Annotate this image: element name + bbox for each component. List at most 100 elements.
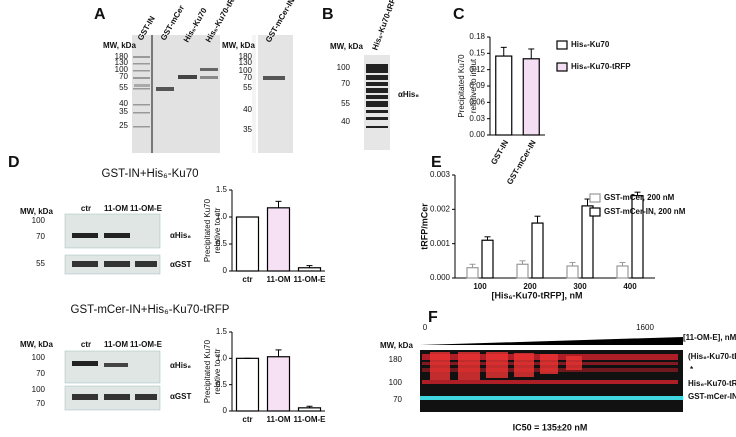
marker-label: 40	[243, 105, 252, 114]
x-tick-label: GST-mCer-IN	[505, 138, 538, 186]
legend-swatch	[589, 207, 601, 217]
marker-label: 130	[239, 58, 253, 67]
bar	[616, 265, 629, 279]
lane-label: His₆-Ku70-tRFP	[370, 0, 399, 51]
mw-label: MW, kDa	[380, 341, 413, 350]
y-tick-label: 0.09	[469, 81, 485, 90]
error-bar	[519, 260, 526, 265]
y-tick-label: 1.0	[216, 212, 228, 221]
panel-label: D	[8, 154, 20, 171]
legend-label: His₆-Ku70-tRFP	[571, 62, 631, 71]
y-axis-label: relative to ctr	[213, 348, 222, 394]
bar	[297, 267, 322, 272]
y-tick-label: 0.000	[430, 273, 451, 282]
marker-label: 55	[119, 83, 128, 92]
lane-label: His₆-Ku70-tRFP	[204, 0, 242, 44]
bar	[297, 407, 322, 412]
bar	[581, 205, 594, 279]
error-bar	[528, 48, 535, 59]
y-tick-label: 1.5	[216, 185, 228, 194]
bar	[266, 207, 291, 272]
x-tick-label: GST-IN	[489, 138, 510, 166]
y-tick-label: 0.001	[430, 239, 451, 248]
y-tick-label: 0.15	[469, 48, 485, 57]
mw-label: MW, kDa	[20, 340, 53, 349]
y-axis-label: relative to input	[469, 58, 478, 113]
error-bar	[275, 200, 282, 208]
marker-label: 130	[115, 58, 129, 67]
antibody-label: αHis₆	[170, 361, 191, 370]
antibody-label: αGST	[170, 392, 191, 401]
chart-title: GST-IN+His₆-Ku70	[102, 168, 199, 180]
error-bar	[634, 191, 641, 196]
marker-label: 100	[32, 385, 46, 394]
bar	[516, 263, 529, 279]
y-tick-label: 0.06	[469, 97, 485, 106]
mw-label: MW, kDa	[103, 41, 136, 50]
gel-d1	[64, 213, 161, 275]
x-tick-label: 11-OM	[266, 275, 290, 284]
conc-label: 1600	[636, 323, 654, 332]
bar	[566, 265, 579, 279]
bar	[522, 58, 540, 136]
marker-label: 70	[341, 79, 350, 88]
bar	[266, 356, 291, 412]
error-bar	[569, 262, 576, 266]
marker-label: 70	[393, 395, 402, 404]
marker-label: 100	[239, 66, 253, 75]
y-tick-label: 0.18	[469, 32, 485, 41]
y-tick-label: 0.003	[430, 170, 451, 179]
y-tick-label: 1.5	[216, 327, 228, 336]
y-tick-label: 0.5	[216, 239, 228, 248]
marker-label: 55	[243, 83, 252, 92]
legend-swatch	[556, 62, 568, 72]
gel-a	[132, 35, 293, 153]
band-label: GST-mCer-IN	[688, 392, 736, 401]
error-bar	[275, 349, 282, 357]
x-tick-label: ctr	[242, 275, 252, 284]
marker-label: 70	[36, 399, 45, 408]
marker-label: 70	[36, 369, 45, 378]
gel-b	[364, 55, 390, 150]
x-tick-label: 11-OM	[266, 415, 290, 424]
legend-label: His₆-Ku70	[571, 40, 610, 49]
conc-label: [11-OM-E], nM	[683, 333, 736, 342]
legend-label: GST-mCer-IN, 200 nM	[604, 207, 686, 216]
legend-swatch	[556, 40, 568, 50]
y-axis-label: relative to ctr	[213, 207, 222, 253]
lane-label: ctr	[81, 204, 91, 213]
bar	[235, 216, 260, 272]
marker-label: 55	[36, 259, 45, 268]
marker-label: 180	[115, 52, 129, 61]
bar	[531, 222, 544, 279]
marker-label: 40	[341, 117, 350, 126]
panel-label: B	[322, 6, 334, 23]
conc-label: 0	[423, 323, 428, 332]
panel-label: F	[428, 309, 438, 326]
y-tick-label: 0.00	[469, 130, 485, 139]
antibody-label: αHis₆	[398, 90, 419, 99]
lane-label: 11-OM	[104, 340, 128, 349]
bar	[466, 267, 479, 279]
antibody-label: αHis₆	[170, 231, 191, 240]
lane-label: 11-OM	[104, 204, 128, 213]
mw-label: MW, kDa	[222, 41, 255, 50]
antibody-label: αGST	[170, 260, 191, 269]
panel-label: E	[431, 154, 442, 171]
marker-label: 70	[36, 232, 45, 241]
y-axis-label: Precipitated Ku70	[203, 198, 212, 262]
marker-label: 180	[239, 52, 253, 61]
y-tick-label: 0	[223, 406, 228, 415]
x-tick-label: 11-OM-E	[293, 275, 326, 284]
marker-label: 100	[337, 63, 351, 72]
legend-label: GST-mCer, 200 nM	[604, 193, 675, 202]
marker-label: 100	[32, 216, 46, 225]
x-tick-label: 300	[573, 282, 587, 291]
x-tick-label: 400	[623, 282, 637, 291]
mw-label: MW, kDa	[330, 42, 363, 51]
y-tick-label: 0.5	[216, 380, 228, 389]
x-tick-label: ctr	[242, 415, 252, 424]
marker-label: 70	[119, 72, 128, 81]
panel-label: A	[94, 6, 106, 23]
